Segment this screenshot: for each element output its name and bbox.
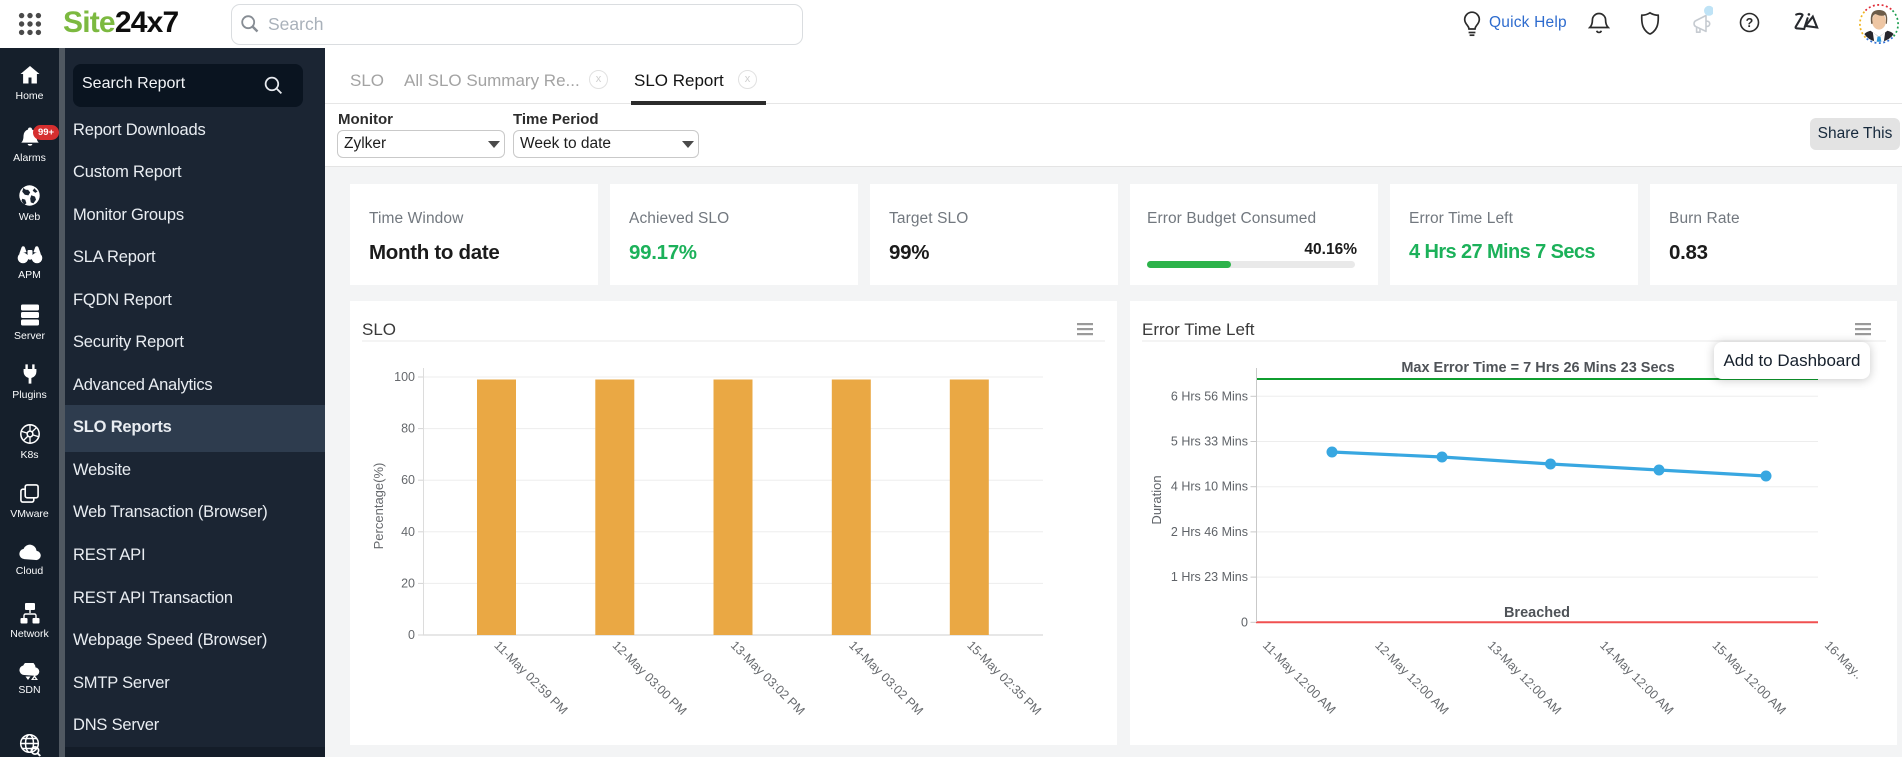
svg-text:Max Error Time = 7 Hrs 26 Mins: Max Error Time = 7 Hrs 26 Mins 23 Secs bbox=[1401, 360, 1674, 376]
svg-text:5 Hrs 33 Mins: 5 Hrs 33 Mins bbox=[1171, 435, 1248, 449]
svg-text:80: 80 bbox=[401, 422, 415, 436]
svg-text:20: 20 bbox=[401, 576, 415, 590]
svg-text:6 Hrs 56 Mins: 6 Hrs 56 Mins bbox=[1171, 389, 1248, 403]
svg-text:Error Time Left: Error Time Left bbox=[1142, 320, 1255, 339]
svg-text:100: 100 bbox=[394, 370, 415, 384]
svg-text:60: 60 bbox=[401, 473, 415, 487]
svg-text:Breached: Breached bbox=[1504, 605, 1570, 621]
svg-text:?: ? bbox=[1746, 16, 1754, 30]
svg-text:4 Hrs 10 Mins: 4 Hrs 10 Mins bbox=[1171, 480, 1248, 494]
svg-text:Duration: Duration bbox=[1149, 475, 1164, 524]
svg-text:1 Hrs 23 Mins: 1 Hrs 23 Mins bbox=[1171, 570, 1248, 584]
svg-text:SLO: SLO bbox=[362, 320, 396, 339]
svg-text:Percentage(%): Percentage(%) bbox=[371, 463, 386, 550]
svg-text:0: 0 bbox=[1241, 615, 1248, 629]
svg-text:0: 0 bbox=[408, 628, 415, 642]
svg-text:40: 40 bbox=[401, 525, 415, 539]
svg-text:2 Hrs 46 Mins: 2 Hrs 46 Mins bbox=[1171, 525, 1248, 539]
